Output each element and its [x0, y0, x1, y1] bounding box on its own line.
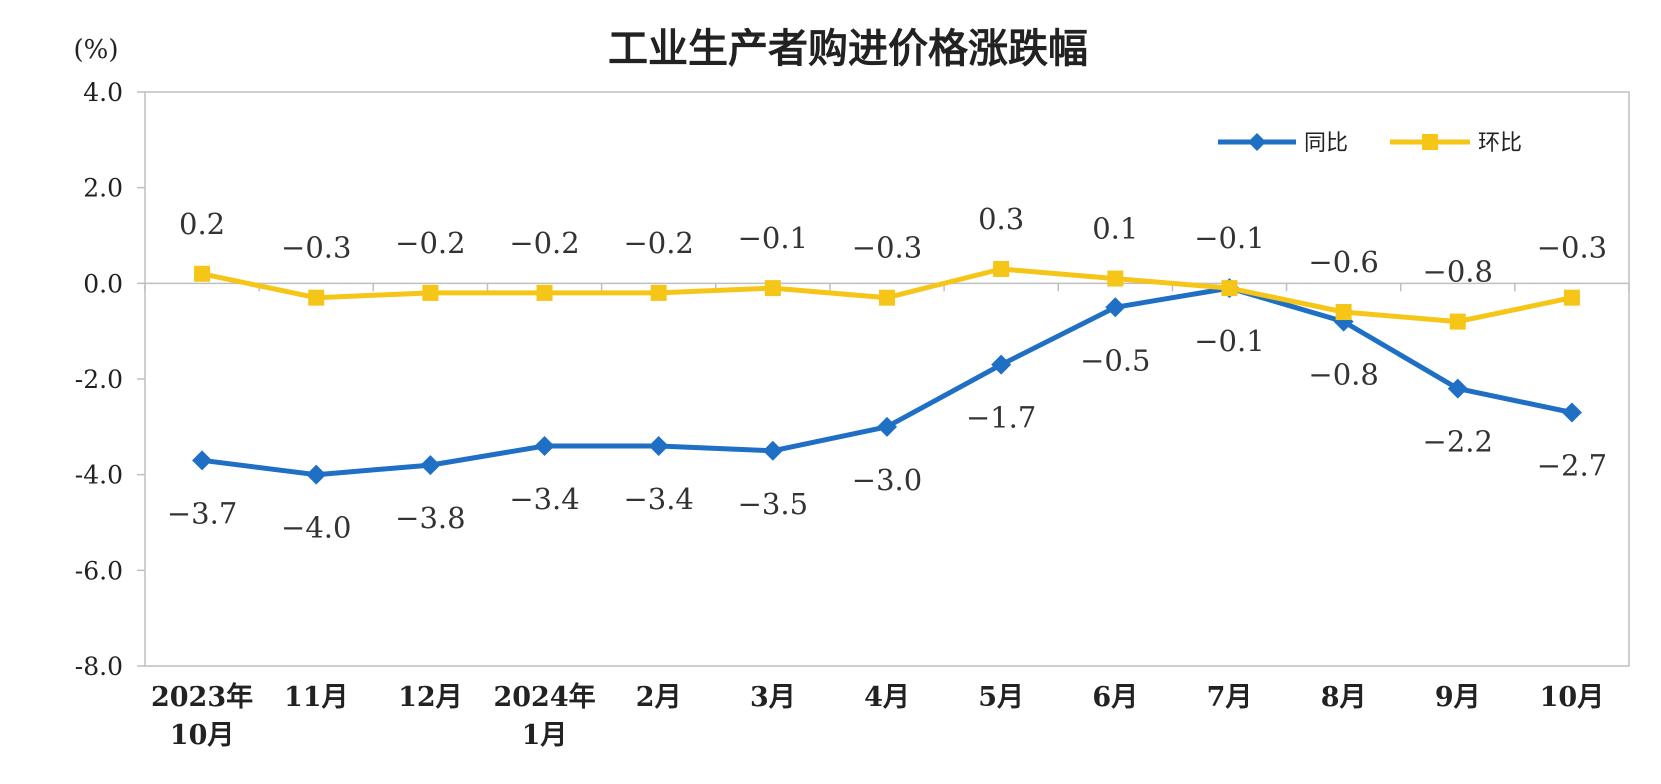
data-point	[762, 440, 783, 461]
x-tick-label: 4月	[864, 682, 910, 713]
data-point	[993, 260, 1010, 277]
data-point	[764, 280, 781, 297]
y-axis-unit: (%)	[74, 35, 119, 65]
y-tick-label: -8.0	[75, 652, 123, 681]
data-label-yoy: −2.7	[1537, 448, 1607, 482]
data-point	[536, 284, 553, 301]
data-point	[1221, 280, 1238, 297]
y-axis-ticks: 4.0 2.0 0.0 -2.0 -4.0 -6.0 -8.0	[75, 78, 1630, 681]
data-label-yoy: −3.8	[395, 501, 465, 535]
data-label-mom: −0.8	[1423, 255, 1493, 289]
data-point	[991, 354, 1012, 375]
y-tick-label: 0.0	[83, 269, 123, 298]
legend-label-yoy: 同比	[1304, 131, 1348, 156]
data-point	[1107, 270, 1124, 287]
data-point	[1335, 304, 1352, 321]
data-label-yoy: −0.1	[1194, 324, 1264, 358]
data-label-yoy: −0.8	[1308, 358, 1378, 392]
data-point	[650, 284, 667, 301]
data-point	[877, 416, 897, 437]
data-point	[648, 435, 669, 456]
data-point	[1563, 289, 1580, 306]
data-point	[194, 265, 211, 282]
y-tick-label: -6.0	[75, 556, 123, 585]
data-label-mom: 0.1	[1092, 212, 1138, 246]
data-label-mom: −0.3	[852, 231, 922, 265]
data-labels: −3.7 −4.0 −3.8 −3.4 −3.4 −3.5 −3.0 −1.7 −0.5 −0.1…	[167, 202, 1607, 545]
data-label-mom: −0.1	[1194, 221, 1264, 255]
x-tick-label: 2月	[636, 682, 682, 713]
y-tick-label: -2.0	[75, 365, 123, 394]
legend-marker-yoy	[1248, 133, 1266, 151]
data-label-yoy: −0.5	[1080, 343, 1150, 377]
data-label-mom: 0.3	[978, 202, 1024, 236]
y-tick-label: 2.0	[83, 174, 123, 203]
y-tick-label: 4.0	[83, 78, 123, 107]
data-point	[306, 464, 327, 485]
data-point	[1447, 378, 1468, 399]
data-point	[192, 450, 213, 471]
x-tick-label: 6月	[1092, 682, 1138, 713]
x-tick-label: 11月	[284, 682, 349, 713]
data-label-yoy: −3.4	[509, 482, 579, 516]
data-label-mom: −0.1	[738, 221, 808, 255]
data-point	[1449, 313, 1466, 330]
y-tick-label: -4.0	[75, 461, 123, 490]
legend: 同比 环比	[1218, 131, 1522, 156]
x-tick-label: 5月	[978, 682, 1024, 713]
data-label-yoy: −3.7	[167, 496, 237, 530]
x-tick-label: 9月	[1435, 682, 1481, 713]
data-label-mom: −0.3	[281, 231, 351, 265]
legend-label-mom: 环比	[1478, 131, 1522, 156]
x-tick-label: 10月	[170, 720, 235, 751]
data-label-yoy: −3.5	[738, 487, 808, 521]
x-tick-label: 2024年	[493, 681, 595, 713]
chart-title: 工业生产者购进价格涨跌幅	[608, 26, 1088, 72]
x-tick-label: 8月	[1321, 682, 1367, 713]
data-point	[534, 435, 555, 456]
plot-area-frame	[144, 91, 1630, 667]
data-point	[1105, 297, 1126, 318]
data-label-mom: −0.6	[1308, 245, 1378, 279]
x-tick-label: 7月	[1207, 682, 1253, 713]
legend-marker-mom	[1422, 134, 1438, 150]
x-tick-label: 12月	[398, 682, 463, 713]
data-point	[308, 289, 325, 306]
data-label-mom: −0.2	[509, 226, 579, 260]
data-label-mom: −0.2	[395, 226, 465, 260]
data-label-yoy: −2.2	[1423, 425, 1493, 459]
data-point	[1561, 402, 1582, 423]
data-point	[422, 284, 439, 301]
x-tick-label: 1月	[522, 720, 568, 751]
x-tick-label: 2023年	[151, 681, 253, 713]
data-label-mom: −0.2	[623, 226, 693, 260]
data-label-yoy: −4.0	[281, 511, 351, 545]
data-label-yoy: −1.7	[966, 401, 1036, 435]
data-label-yoy: −3.0	[852, 463, 922, 497]
x-tick-label: 3月	[750, 682, 796, 713]
x-tick-label: 10月	[1540, 682, 1605, 713]
series-lines	[192, 260, 1582, 485]
data-label-yoy: −3.4	[623, 482, 693, 516]
data-point	[420, 455, 441, 476]
data-label-mom: 0.2	[179, 207, 225, 241]
data-point	[879, 289, 895, 306]
data-label-mom: −0.3	[1537, 231, 1607, 265]
x-axis-ticks: 2023年 10月 11月 12月 2024年 1月 2月 3月 4月 5月 6月 7月 8月 9月 10月	[151, 681, 1604, 751]
